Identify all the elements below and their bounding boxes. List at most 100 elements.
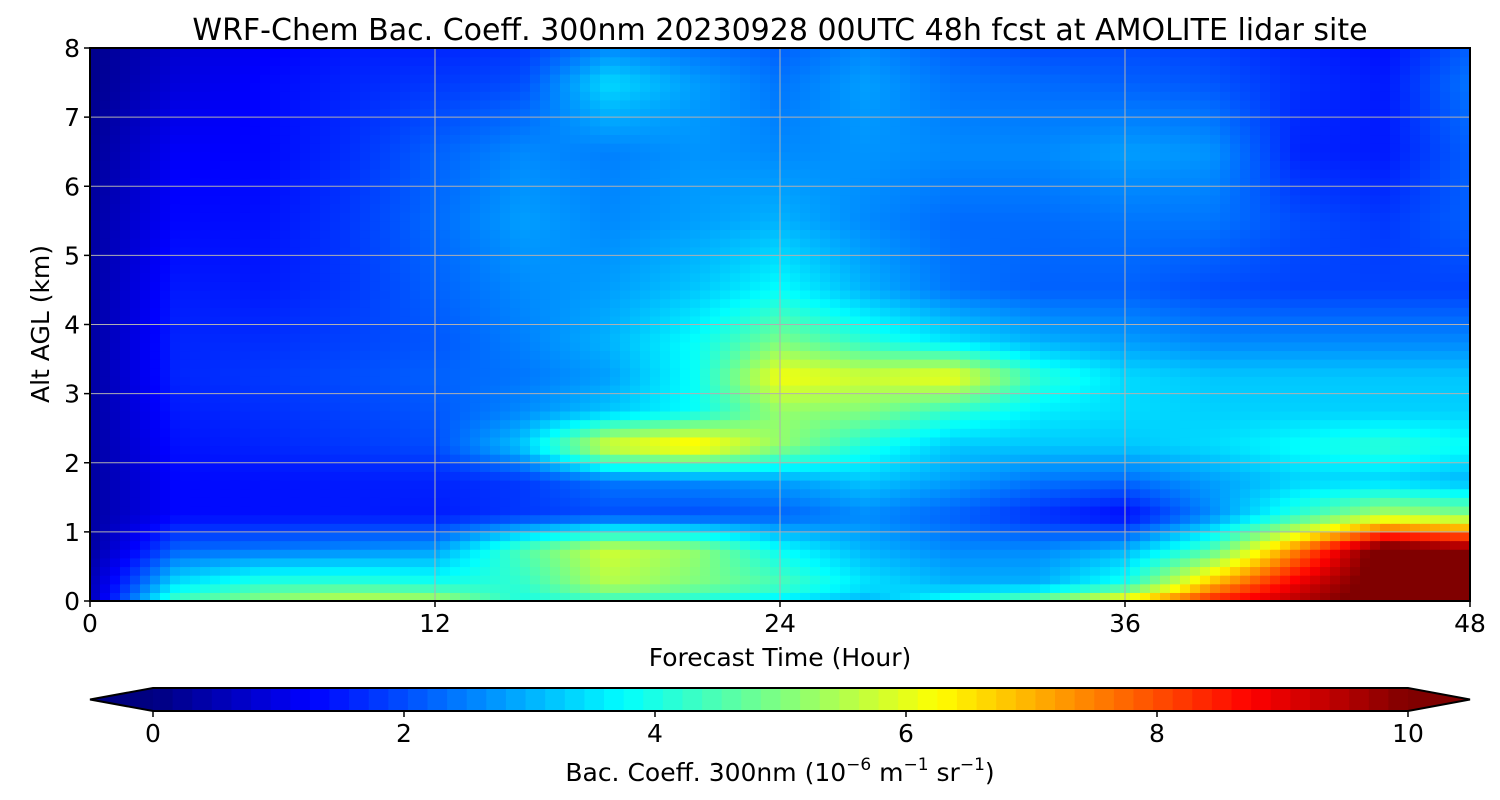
- heatmap-cell: [1020, 436, 1031, 447]
- heatmap-cell: [670, 471, 681, 481]
- heatmap-cell: [500, 359, 511, 369]
- heatmap-cell: [180, 471, 191, 481]
- heatmap-cell: [290, 428, 301, 438]
- heatmap-cell: [990, 289, 1001, 300]
- heatmap-cell: [250, 436, 261, 447]
- heatmap-cell: [630, 583, 641, 593]
- heatmap-cell: [980, 367, 991, 377]
- heatmap-cell: [1280, 531, 1291, 542]
- heatmap-cell: [450, 497, 461, 507]
- heatmap-cell: [1280, 393, 1291, 403]
- heatmap-cell: [1140, 514, 1151, 524]
- heatmap-cell: [290, 592, 301, 601]
- heatmap-cell: [1090, 497, 1101, 507]
- heatmap-cell: [640, 350, 651, 360]
- heatmap-cell: [560, 471, 571, 481]
- heatmap-cell: [1240, 393, 1251, 403]
- heatmap-cell: [380, 462, 391, 472]
- heatmap-cell: [1020, 531, 1031, 542]
- heatmap-cell: [580, 376, 591, 386]
- heatmap-cell: [1080, 410, 1091, 421]
- heatmap-cell: [1430, 402, 1441, 412]
- heatmap-cell: [1020, 341, 1031, 352]
- heatmap-cell: [970, 462, 981, 472]
- heatmap-cell: [850, 436, 861, 447]
- heatmap-cell: [390, 428, 401, 438]
- heatmap-cell: [650, 436, 661, 447]
- heatmap-cell: [350, 583, 361, 593]
- heatmap-cell: [100, 281, 111, 291]
- heatmap-cell: [880, 341, 891, 352]
- heatmap-cell: [190, 428, 201, 438]
- heatmap-cell: [610, 540, 621, 550]
- heatmap-cell: [450, 428, 461, 438]
- heatmap-cell: [400, 583, 411, 593]
- heatmap-cell: [1000, 566, 1011, 576]
- heatmap-cell: [810, 557, 821, 568]
- heatmap-cell: [100, 583, 111, 593]
- heatmap-cell: [940, 367, 951, 377]
- heatmap-cell: [220, 566, 231, 576]
- heatmap-cell: [210, 376, 221, 386]
- heatmap-cell: [130, 350, 141, 360]
- heatmap-cell: [1350, 376, 1361, 386]
- heatmap-cell: [1130, 393, 1141, 403]
- heatmap-cell: [1140, 454, 1151, 464]
- heatmap-cell: [700, 350, 711, 360]
- heatmap-cell: [1460, 333, 1470, 343]
- heatmap-cell: [770, 359, 781, 369]
- heatmap-cell: [1030, 471, 1041, 481]
- heatmap-cell: [690, 315, 701, 326]
- heatmap-cell: [1160, 592, 1171, 601]
- heatmap-cell: [710, 367, 721, 377]
- heatmap-cell: [190, 480, 201, 490]
- heatmap-cell: [690, 350, 701, 360]
- heatmap-cell: [1410, 505, 1421, 516]
- heatmap-cell: [1380, 505, 1391, 516]
- heatmap-cell: [1430, 324, 1441, 334]
- heatmap-cell: [90, 384, 101, 395]
- heatmap-cell: [1320, 298, 1331, 308]
- heatmap-cell: [1020, 514, 1031, 524]
- heatmap-cell: [1180, 583, 1191, 593]
- heatmap-cell: [690, 549, 701, 559]
- heatmap-cell: [360, 307, 371, 317]
- heatmap-cell: [900, 523, 911, 533]
- heatmap-cell: [710, 454, 721, 464]
- heatmap-cell: [660, 575, 671, 585]
- heatmap-cell: [410, 428, 421, 438]
- heatmap-cell: [270, 540, 281, 550]
- heatmap-cell: [840, 523, 851, 533]
- heatmap-cell: [740, 531, 751, 542]
- heatmap-cell: [660, 333, 671, 343]
- heatmap-cell: [290, 497, 301, 507]
- heatmap-cell: [1040, 384, 1051, 395]
- heatmap-cell: [1350, 557, 1361, 568]
- heatmap-cell: [1390, 359, 1401, 369]
- heatmap-cell: [900, 445, 911, 455]
- heatmap-cell: [380, 289, 391, 300]
- heatmap-cell: [730, 428, 741, 438]
- heatmap-cell: [280, 289, 291, 300]
- heatmap-cell: [750, 531, 761, 542]
- heatmap-cell: [1380, 549, 1391, 559]
- heatmap-cell: [1160, 419, 1171, 429]
- heatmap-cell: [1360, 350, 1371, 360]
- heatmap-cell: [200, 333, 211, 343]
- heatmap-cell: [280, 298, 291, 308]
- heatmap-cell: [1420, 384, 1431, 395]
- heatmap-cell: [510, 514, 521, 524]
- heatmap-cell: [310, 359, 321, 369]
- heatmap-cell: [1130, 384, 1141, 395]
- heatmap-cell: [1070, 566, 1081, 576]
- heatmap-cell: [660, 583, 671, 593]
- heatmap-cell: [90, 333, 101, 343]
- heatmap-cell: [1100, 393, 1111, 403]
- heatmap-cell: [320, 289, 331, 300]
- heatmap-cell: [100, 419, 111, 429]
- heatmap-cell: [140, 523, 151, 533]
- heatmap-cell: [300, 514, 311, 524]
- heatmap-cell: [730, 471, 741, 481]
- heatmap-cell: [1430, 462, 1441, 472]
- heatmap-cell: [560, 488, 571, 498]
